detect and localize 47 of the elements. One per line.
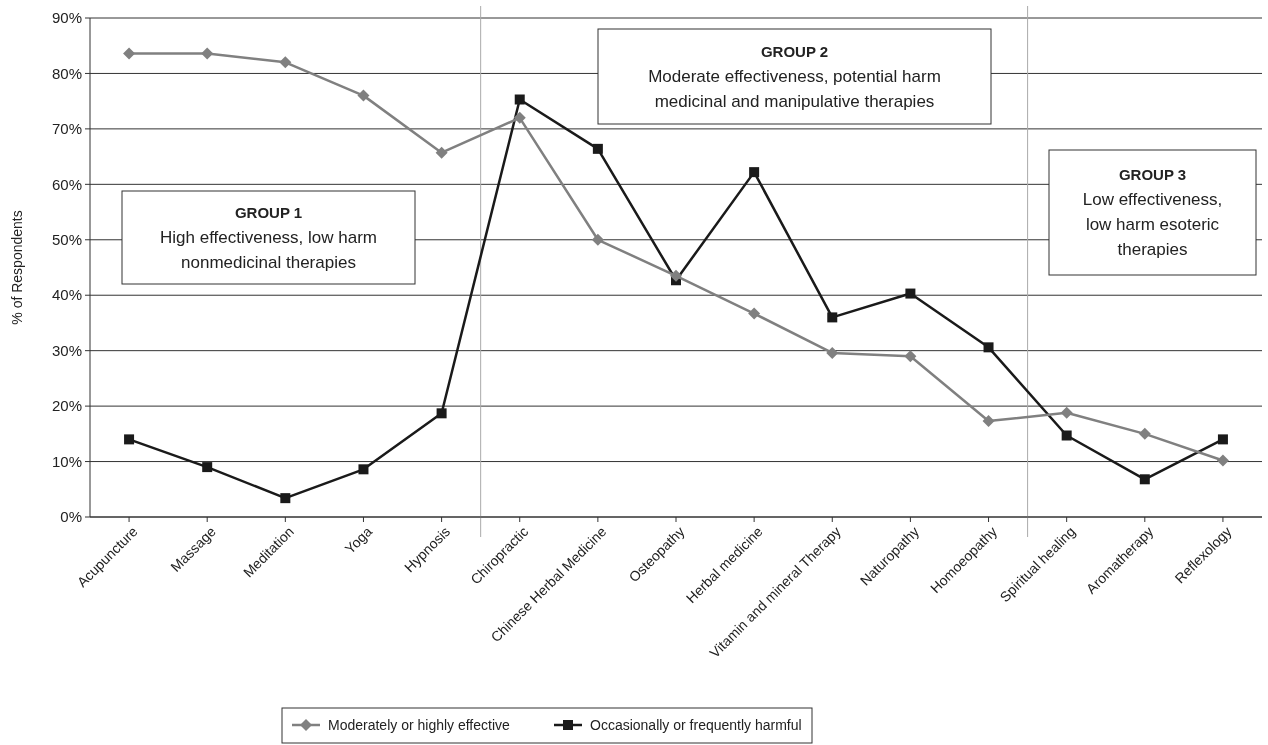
y-axis-title: % of Respondents [9, 210, 25, 325]
point [357, 89, 370, 102]
point [201, 47, 214, 60]
legend-label: Occasionally or frequently harmful [590, 716, 802, 733]
y-tick-label: 90% [51, 9, 82, 27]
y-tick-label: 80% [51, 64, 82, 82]
point [1138, 427, 1151, 440]
annotation: GROUP 1 High effectiveness, low harm nonmedicinal therapies [159, 203, 378, 272]
point [591, 233, 604, 246]
x-tick-label: Yoga [341, 523, 376, 557]
point [124, 434, 135, 445]
y-tick-label: 30% [51, 341, 82, 359]
y-tick-label: 20% [51, 397, 82, 415]
annotation: GROUP 3 Low effectiveness, low harm esoteric therapies [1082, 166, 1223, 260]
point [983, 342, 994, 353]
point [435, 146, 448, 159]
text-box: GROUP 2 Moderate effectiveness, potential harm medicinal and manipulative therapies [597, 28, 992, 125]
point [1061, 430, 1072, 441]
y-tick-label: 50% [51, 231, 82, 249]
point [202, 462, 213, 473]
text-box: GROUP 1 High effectiveness, low harm nonmedicinal therapies [121, 190, 416, 285]
point [513, 111, 526, 124]
annotation: GROUP 2 Moderate effectiveness, potential harm medicinal and manipulative therapies [648, 42, 941, 111]
y-tick-label: 0% [60, 508, 82, 526]
y-tick-label: 40% [51, 286, 82, 304]
point [905, 288, 916, 299]
y-tick-label: 10% [51, 452, 82, 470]
point [1139, 474, 1150, 485]
point [827, 312, 838, 323]
legend-label: Moderately or highly effective [328, 716, 511, 733]
y-tick-label: 60% [51, 175, 82, 193]
point [982, 415, 995, 428]
point [670, 269, 682, 282]
point [358, 464, 369, 475]
point [1216, 454, 1229, 467]
y-tick-label: 70% [51, 120, 82, 138]
point [514, 94, 525, 105]
point [279, 56, 292, 69]
point [280, 493, 291, 504]
point [1217, 434, 1228, 445]
point [436, 408, 447, 419]
point [904, 350, 917, 363]
point [748, 307, 761, 320]
text-box: GROUP 3 Low effectiveness, low harm esoteric therapies [1048, 149, 1257, 276]
point [592, 143, 603, 154]
point [749, 167, 760, 178]
point [1060, 406, 1073, 419]
